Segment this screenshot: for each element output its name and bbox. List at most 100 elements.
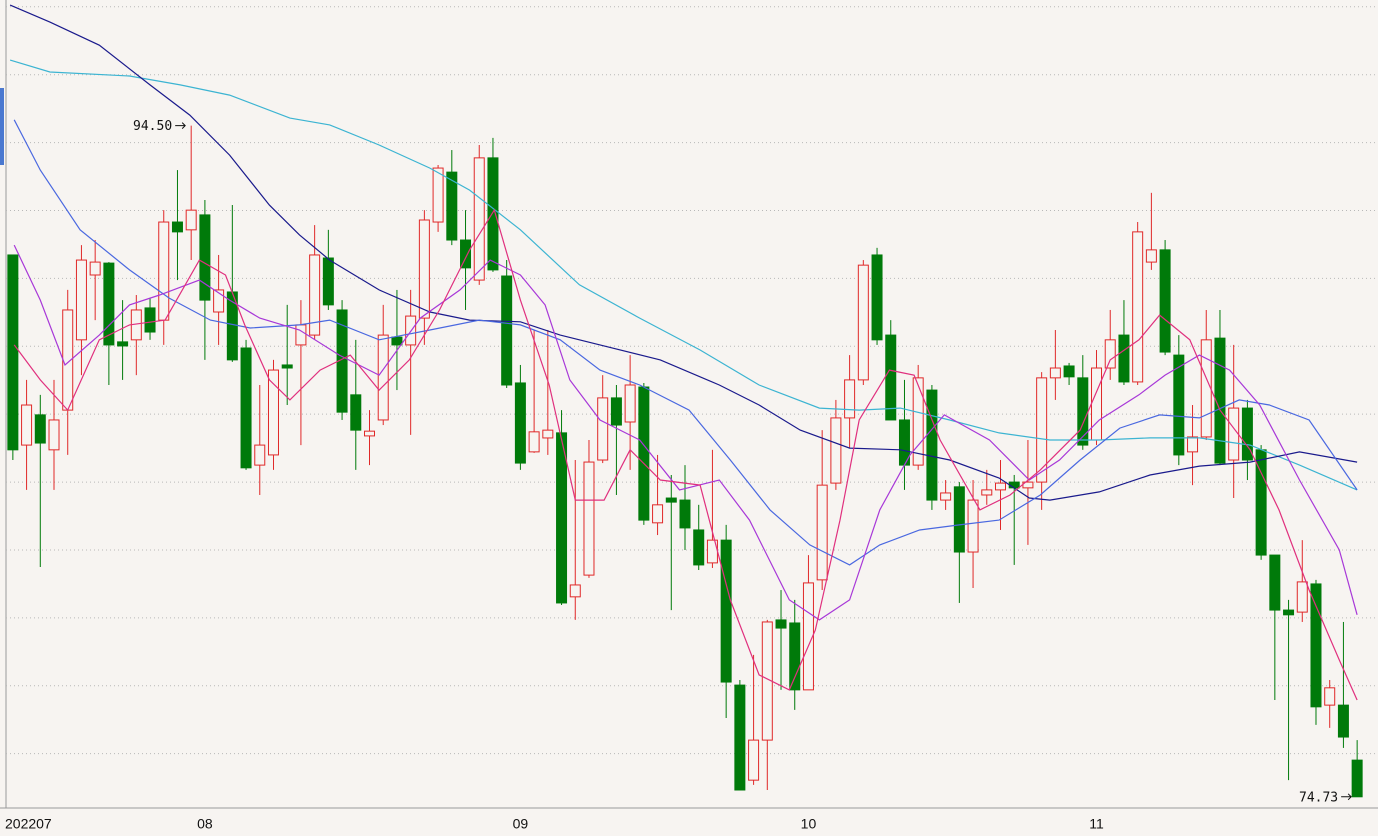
candle-body <box>1283 609 1295 616</box>
candle-body <box>1132 231 1144 383</box>
candle-body <box>926 389 938 501</box>
candle-body <box>1159 249 1171 353</box>
candle-body <box>953 486 965 553</box>
candle-body <box>871 254 883 341</box>
candle-body <box>1104 339 1116 369</box>
candle-body <box>1118 334 1130 383</box>
candle-body <box>542 429 554 439</box>
candle-body <box>734 684 746 791</box>
candle-body <box>34 414 46 444</box>
candle-body <box>1145 249 1157 263</box>
x-tick-label: 10 <box>801 816 817 832</box>
candle-body <box>665 497 677 503</box>
candle-body <box>597 397 609 461</box>
candle-body <box>460 239 472 269</box>
candle-body <box>199 214 211 301</box>
candle-body <box>501 275 513 386</box>
candle-body <box>75 259 87 341</box>
candle-body <box>679 499 691 529</box>
candle-body <box>556 432 568 604</box>
x-tick-label: 09 <box>513 816 529 832</box>
candle-body <box>473 157 485 281</box>
annotation-arrow <box>1341 793 1352 801</box>
candle-body <box>1173 354 1185 456</box>
candle-body <box>350 394 362 431</box>
annotation-label: 74.73 <box>1299 790 1338 805</box>
candle-body <box>1337 704 1349 738</box>
candle-body <box>144 307 156 333</box>
candle-body <box>693 529 705 566</box>
candle-body <box>1296 581 1308 613</box>
candle-body <box>528 431 540 453</box>
candle-body <box>802 582 814 691</box>
candle-body <box>1269 554 1281 611</box>
candle-body <box>789 622 801 691</box>
candle-body <box>171 221 183 233</box>
candle-body <box>1200 339 1212 438</box>
candle-body <box>583 461 595 576</box>
candle-body <box>89 261 101 276</box>
candle-body <box>309 254 321 336</box>
candle-body <box>7 254 19 451</box>
candle-body <box>103 262 115 346</box>
candle-body <box>1077 377 1089 446</box>
candle-body <box>117 341 129 347</box>
candle-body <box>322 257 334 306</box>
candle-body <box>994 482 1006 491</box>
moving-average-line <box>9 59 1358 491</box>
annotation-arrow <box>175 122 186 129</box>
candle-body <box>1324 687 1336 706</box>
candle-body <box>377 334 389 421</box>
candle-body <box>1063 365 1075 378</box>
candle-body <box>1241 407 1253 461</box>
x-tick-label: 11 <box>1089 816 1104 832</box>
candle-body <box>775 619 787 629</box>
candle-body <box>185 209 197 231</box>
candle-body <box>1049 367 1061 379</box>
side-marker <box>0 88 4 165</box>
candle-body <box>981 489 993 496</box>
candle-body <box>240 347 252 469</box>
candle-body <box>720 539 732 683</box>
candle-body <box>816 484 828 581</box>
candle-body <box>1187 436 1199 453</box>
candle-body <box>295 324 307 346</box>
candle-body <box>1091 367 1103 441</box>
candle-body <box>610 397 622 426</box>
candle-body <box>1214 337 1226 464</box>
candle-body <box>857 264 869 381</box>
x-tick-label: 08 <box>197 816 213 832</box>
candle-body <box>391 336 403 346</box>
candle-body <box>487 157 499 271</box>
candle-body <box>158 221 170 321</box>
moving-average-line <box>13 208 1358 701</box>
moving-average-line <box>13 244 1358 621</box>
candle-body <box>432 167 444 223</box>
candle-body <box>569 584 581 598</box>
x-tick-label: 202207 <box>5 816 52 832</box>
candle-body <box>418 219 430 319</box>
candle-body <box>830 417 842 484</box>
candle-body <box>652 504 664 524</box>
candle-body <box>912 377 924 466</box>
candle-body <box>48 419 60 451</box>
moving-average-line <box>9 4 1358 501</box>
candle-body <box>844 379 856 419</box>
candle-body <box>446 171 458 241</box>
candle-body <box>1228 407 1240 461</box>
candle-body <box>514 382 526 464</box>
candle-body <box>254 444 266 466</box>
candle-body <box>624 384 636 423</box>
candle-body <box>213 289 225 313</box>
candle-body <box>967 499 979 553</box>
candle-body <box>364 430 376 437</box>
moving-average-line <box>13 119 1358 566</box>
candle-body <box>1008 481 1020 489</box>
candle-body <box>885 334 897 421</box>
candle-body <box>1036 377 1048 483</box>
candle-body <box>281 364 293 369</box>
candle-body <box>1310 583 1322 708</box>
candle-body <box>1351 759 1363 798</box>
